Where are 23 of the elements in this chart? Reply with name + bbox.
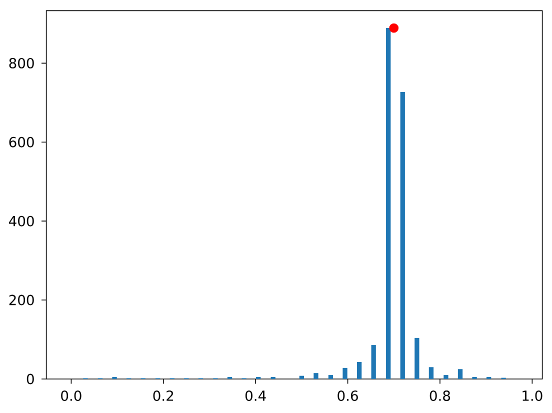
x-tick-label: 0.0 (61, 390, 82, 401)
x-tick-label: 0.6 (338, 390, 358, 401)
bar (356, 362, 362, 379)
x-tick-label: 0.8 (430, 390, 450, 401)
bar (371, 345, 376, 379)
x-tick-label: 0.4 (245, 390, 266, 401)
bar (386, 28, 391, 379)
bar (314, 373, 318, 379)
bar (299, 376, 304, 379)
y-tick-label: 600 (9, 136, 34, 148)
y-tick-label: 0 (26, 374, 34, 384)
bar (458, 369, 463, 379)
bar (444, 375, 448, 379)
x-tick-label: 1.0 (522, 390, 542, 401)
y-tick-label: 800 (9, 58, 34, 68)
y-tick-label: 200 (9, 294, 34, 306)
bar (342, 368, 348, 379)
bar (328, 375, 334, 379)
x-tick-label: 0.2 (153, 390, 174, 401)
bar (414, 338, 420, 379)
y-tick-label: 400 (9, 216, 34, 226)
bar (428, 367, 434, 379)
bar (400, 92, 405, 379)
